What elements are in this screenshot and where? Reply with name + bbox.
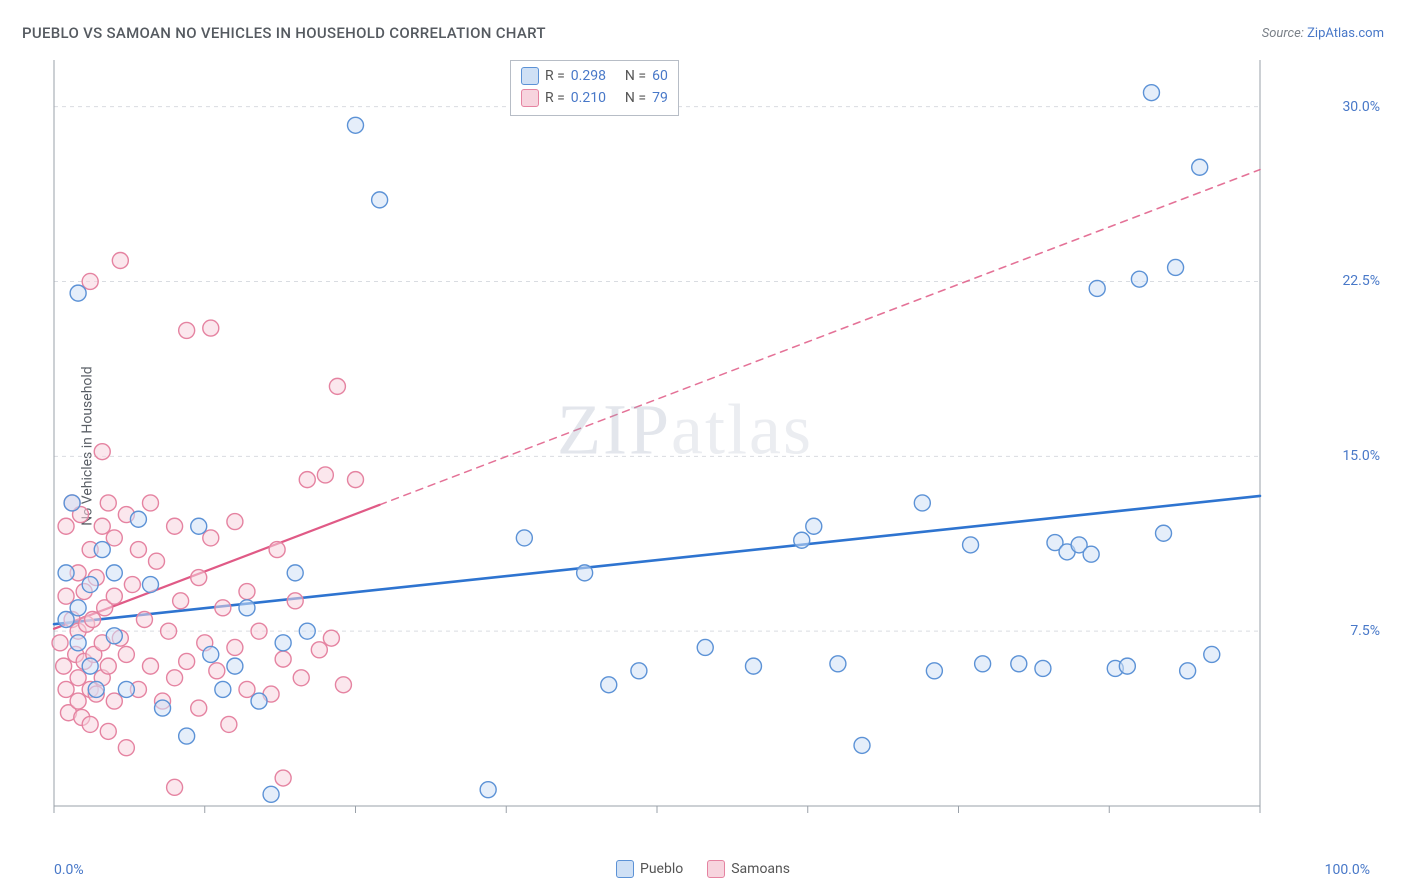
x-axis-min-label: 0.0% — [54, 862, 84, 878]
legend-label-samoan: Samoans — [731, 861, 790, 877]
legend-item-pueblo: Pueblo — [616, 860, 683, 878]
swatch-pueblo — [616, 860, 634, 878]
stats-legend-box: R = 0.298 N = 60 R = 0.210 N = 79 — [510, 60, 679, 116]
scatter-svg — [50, 56, 1320, 836]
r-value-pueblo: 0.298 — [571, 65, 606, 87]
n-label: N = — [625, 87, 646, 109]
n-value-pueblo: 60 — [652, 65, 668, 87]
series-legend: Pueblo Samoans — [616, 860, 790, 878]
n-value-samoan: 79 — [652, 87, 668, 109]
n-label: N = — [625, 65, 646, 87]
y-tick-label: 15.0% — [1342, 448, 1380, 464]
source-attribution: Source: ZipAtlas.com — [1262, 26, 1384, 41]
swatch-samoan — [707, 860, 725, 878]
swatch-samoan — [521, 89, 539, 107]
chart-plot-area: ZIPatlas R = 0.298 N = 60 R = 0.210 N = … — [50, 56, 1320, 836]
stats-row-samoan: R = 0.210 N = 79 — [521, 87, 668, 109]
source-prefix: Source: — [1262, 26, 1307, 41]
r-label: R = — [545, 87, 565, 109]
y-tick-label: 7.5% — [1350, 623, 1380, 639]
y-tick-label: 22.5% — [1342, 273, 1380, 289]
r-value-samoan: 0.210 — [571, 87, 606, 109]
legend-label-pueblo: Pueblo — [640, 861, 683, 877]
legend-item-samoan: Samoans — [707, 860, 790, 878]
chart-title: PUEBLO VS SAMOAN NO VEHICLES IN HOUSEHOL… — [22, 24, 546, 42]
y-tick-label: 30.0% — [1342, 99, 1380, 115]
swatch-pueblo — [521, 67, 539, 85]
x-axis-max-label: 100.0% — [1325, 862, 1370, 878]
r-label: R = — [545, 65, 565, 87]
source-link[interactable]: ZipAtlas.com — [1307, 26, 1384, 41]
stats-row-pueblo: R = 0.298 N = 60 — [521, 65, 668, 87]
